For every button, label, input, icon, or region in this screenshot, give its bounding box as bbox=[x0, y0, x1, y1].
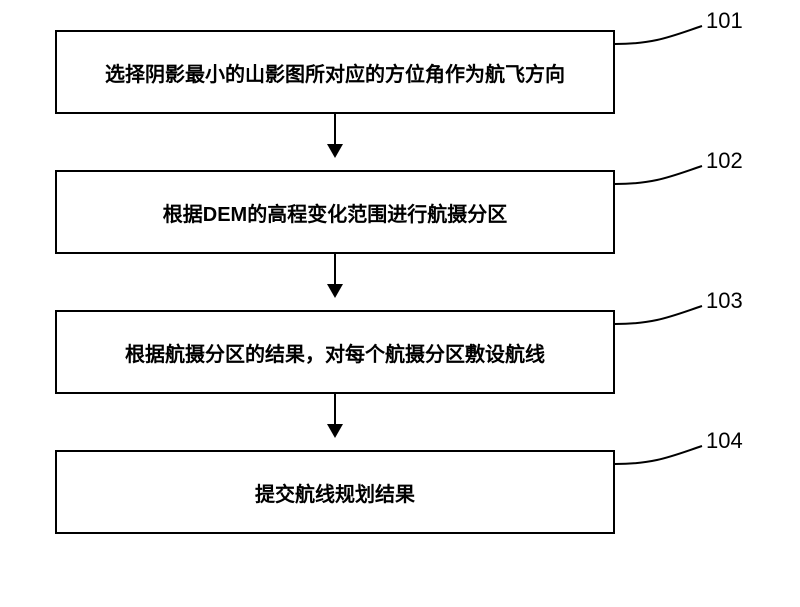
step-label-104: 104 bbox=[706, 428, 743, 454]
connector-104 bbox=[0, 0, 800, 607]
